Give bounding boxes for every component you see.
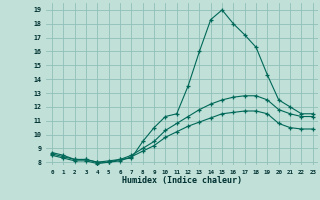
X-axis label: Humidex (Indice chaleur): Humidex (Indice chaleur) — [123, 176, 243, 185]
